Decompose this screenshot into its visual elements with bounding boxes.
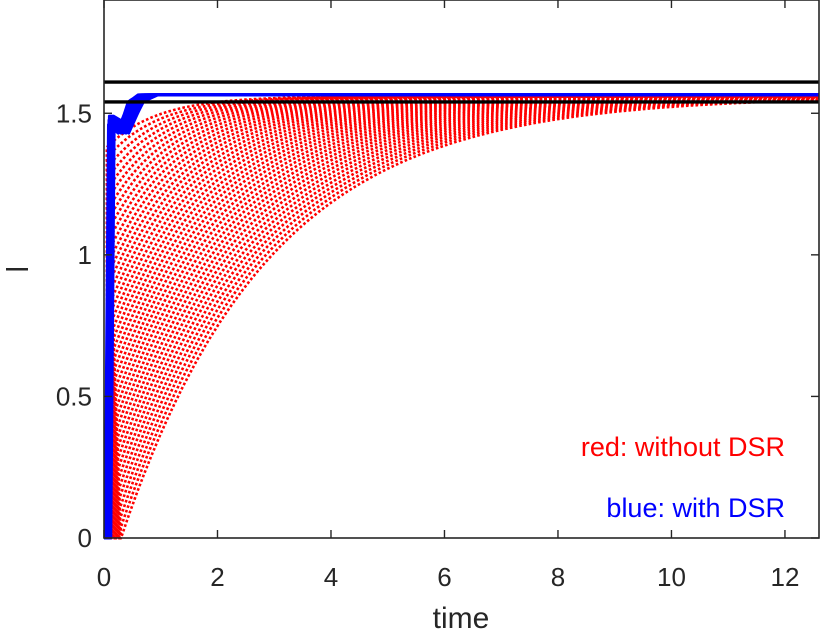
annotation-label: red: without DSR xyxy=(581,432,785,462)
series-without-curve xyxy=(104,95,818,540)
series-without-curve xyxy=(104,96,818,540)
reference-lines xyxy=(104,80,819,104)
series-without-curve xyxy=(104,95,819,540)
x-tick-label: 6 xyxy=(437,562,451,592)
y-tick-label: 0.5 xyxy=(56,381,92,411)
x-tick-label: 12 xyxy=(770,562,799,592)
annotation-label: blue: with DSR xyxy=(606,493,785,523)
series-without-curve xyxy=(104,97,817,540)
series-without-curve xyxy=(104,95,819,540)
y-tick-label: 0 xyxy=(78,523,92,553)
series-without-curve xyxy=(104,96,817,540)
x-tick-label: 4 xyxy=(324,562,338,592)
x-axis-label: time xyxy=(433,602,490,635)
series-without-curve xyxy=(104,97,818,540)
series-without xyxy=(104,95,819,540)
series-without-curve xyxy=(104,96,819,540)
series-without-curve xyxy=(104,95,818,540)
y-tick-label: 1 xyxy=(78,240,92,270)
series-without-curve xyxy=(104,98,819,540)
y-tick-label: 1.5 xyxy=(56,98,92,128)
x-tick-label: 2 xyxy=(210,562,224,592)
annotations: red: without DSR blue: with DSR xyxy=(581,432,785,523)
series-without-curve xyxy=(104,96,819,540)
x-axis-ticks: 0 2 4 6 8 10 12 xyxy=(97,0,799,592)
series-without-curve xyxy=(104,97,818,540)
y-axis-ticks: 0 0.5 1 1.5 xyxy=(56,98,819,553)
x-tick-label: 8 xyxy=(551,562,565,592)
y-axis-label-mark xyxy=(6,268,28,271)
plot-frame xyxy=(103,0,820,539)
x-tick-label: 0 xyxy=(97,562,111,592)
x-tick-label: 10 xyxy=(657,562,686,592)
